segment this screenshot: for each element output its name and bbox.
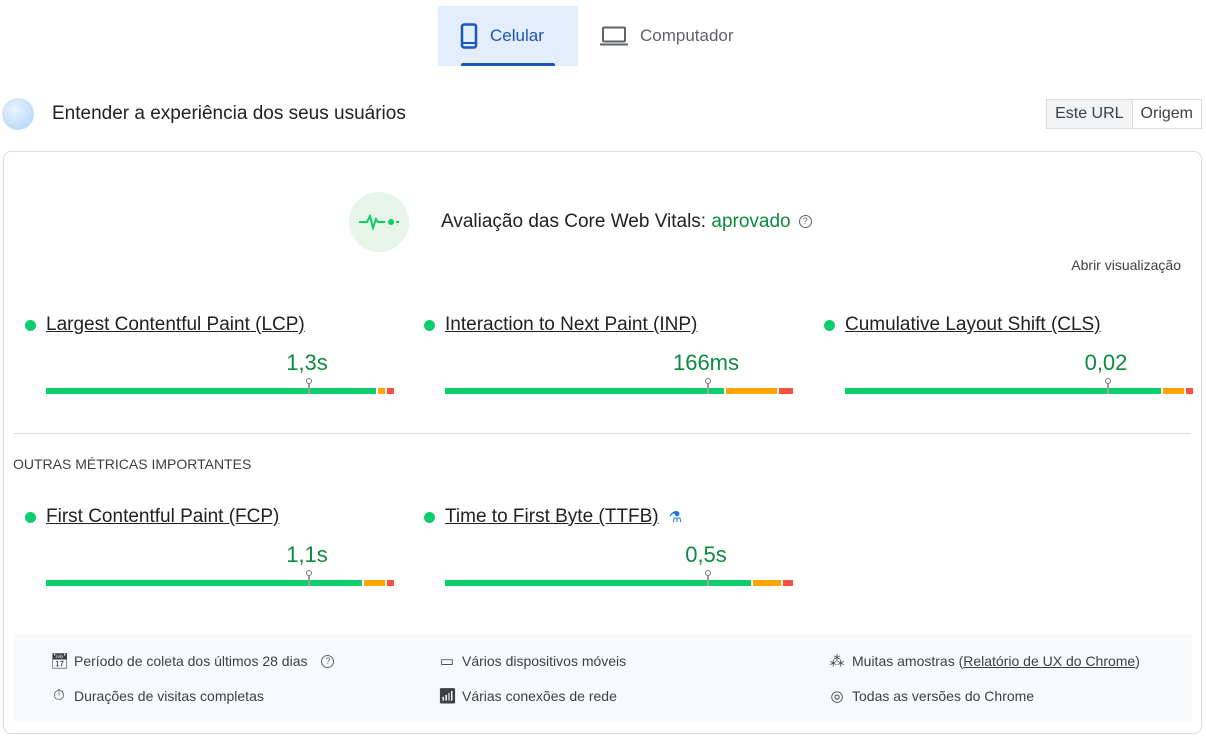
bar-segment xyxy=(46,580,363,586)
distribution-bar xyxy=(445,580,793,586)
scope-toggle: Este URL Origem xyxy=(1046,99,1202,129)
pulse-icon xyxy=(349,192,409,252)
metric-0: Largest Contentful Paint (LCP) 1,3s xyxy=(25,314,395,394)
crux-report-link[interactable]: Relatório de UX do Chrome xyxy=(963,653,1136,669)
phone-icon xyxy=(460,23,478,49)
info-period: 📅︎ Período de coleta dos últimos 28 dias? xyxy=(50,652,335,670)
bar-segment xyxy=(779,388,793,394)
device-tabs: Celular Computador xyxy=(438,6,756,66)
info-text: Período de coleta dos últimos 28 dias xyxy=(74,653,308,669)
data-info-panel: 📅︎ Período de coleta dos últimos 28 dias?… xyxy=(14,634,1192,722)
metric-2: Cumulative Layout Shift (CLS) 0,02 xyxy=(824,314,1194,394)
bar-segment xyxy=(782,580,793,586)
calendar-icon: 📅︎ xyxy=(50,653,70,670)
info-samples: ⁂ Muitas amostras (Relatório de UX do Chr… xyxy=(828,652,1140,670)
bar-segment xyxy=(753,580,781,586)
good-status-dot xyxy=(824,319,835,331)
origin-button[interactable]: Origem xyxy=(1140,105,1193,122)
bar-segment xyxy=(725,388,778,394)
bar-segment xyxy=(1163,388,1185,394)
help-icon[interactable]: ? xyxy=(321,654,335,668)
info-durations: ⏱︎ Durações de visitas completas xyxy=(50,687,264,704)
bar-segment xyxy=(378,388,386,394)
tab-mobile[interactable]: Celular xyxy=(438,6,578,66)
p75-marker xyxy=(306,378,312,396)
samples-icon: ⁂ xyxy=(829,653,845,670)
metric-1: Time to First Byte (TTFB) ⚗ 0,5s xyxy=(424,506,794,586)
assessment-label: Avaliação das Core Web Vitals: xyxy=(441,211,707,232)
metric-name-link[interactable]: Interaction to Next Paint (INP) xyxy=(445,314,698,335)
info-devices: ▭ Vários dispositivos móveis xyxy=(438,652,626,670)
help-icon[interactable]: ? xyxy=(798,215,812,229)
good-status-dot xyxy=(424,319,435,331)
p75-marker xyxy=(705,570,711,588)
info-text: Várias conexões de rede xyxy=(462,688,617,704)
distribution-bar xyxy=(445,388,793,394)
bar-segment xyxy=(845,388,1162,394)
distribution-bar xyxy=(46,388,394,394)
laptop-icon xyxy=(600,26,628,46)
stopwatch-icon: ⏱︎ xyxy=(53,687,65,704)
bar-segment xyxy=(387,580,394,586)
info-network: 📶︎ Várias conexões de rede xyxy=(438,687,617,705)
metric-value: 166ms xyxy=(672,350,740,375)
chrome-icon: ◎ xyxy=(830,688,844,705)
cwv-assessment: Avaliação das Core Web Vitals: aprovado? xyxy=(349,192,812,252)
field-data-card: Avaliação das Core Web Vitals: aprovado?… xyxy=(3,151,1202,734)
metric-name-link[interactable]: Time to First Byte (TTFB) xyxy=(445,506,659,527)
open-view-link[interactable]: Abrir visualização xyxy=(1071,257,1181,273)
p75-marker xyxy=(306,570,312,588)
bar-segment xyxy=(364,580,386,586)
flask-icon: ⚗ xyxy=(668,509,683,526)
info-text: Muitas amostras ( xyxy=(852,653,964,669)
section-title: Entender a experiência dos seus usuários xyxy=(52,103,406,124)
tab-label: Celular xyxy=(490,26,544,45)
network-icon: 📶︎ xyxy=(438,688,458,705)
good-status-dot xyxy=(424,511,435,523)
p75-marker xyxy=(1105,378,1111,396)
section-header: Entender a experiência dos seus usuários xyxy=(2,98,406,130)
metric-name-link[interactable]: Largest Contentful Paint (LCP) xyxy=(46,314,305,335)
divider xyxy=(14,433,1191,434)
distribution-bar xyxy=(845,388,1193,394)
tab-label: Computador xyxy=(640,26,734,45)
metric-value: 1,3s xyxy=(286,350,328,375)
info-text: ) xyxy=(1135,653,1140,669)
assessment-status: aprovado xyxy=(711,211,791,232)
info-text: Todas as versões do Chrome xyxy=(852,688,1035,704)
crux-logo-icon xyxy=(2,98,34,130)
metric-name-link[interactable]: First Contentful Paint (FCP) xyxy=(46,506,280,527)
bar-segment xyxy=(46,388,377,394)
bar-segment xyxy=(387,388,394,394)
this-url-button[interactable]: Este URL xyxy=(1047,100,1133,128)
bar-segment xyxy=(1186,388,1193,394)
info-text: Durações de visitas completas xyxy=(74,687,264,704)
tab-desktop[interactable]: Computador xyxy=(578,6,756,66)
bar-segment xyxy=(445,388,724,394)
info-chrome: ◎ Todas as versões do Chrome xyxy=(828,687,1034,705)
good-status-dot xyxy=(25,511,36,523)
metric-name-link[interactable]: Cumulative Layout Shift (CLS) xyxy=(845,314,1101,335)
metric-value: 1,1s xyxy=(286,542,328,567)
other-metrics-title: OUTRAS MÉTRICAS IMPORTANTES xyxy=(13,456,252,472)
metric-0: First Contentful Paint (FCP) 1,1s xyxy=(25,506,395,586)
distribution-bar xyxy=(46,580,394,586)
devices-icon: ▭ xyxy=(439,653,455,670)
p75-marker xyxy=(705,378,711,396)
metric-value: 0,02 xyxy=(1084,350,1128,375)
metric-value: 0,5s xyxy=(685,542,727,567)
bar-segment xyxy=(445,580,752,586)
info-text: Vários dispositivos móveis xyxy=(462,653,627,669)
metric-1: Interaction to Next Paint (INP) 166ms xyxy=(424,314,794,394)
good-status-dot xyxy=(25,319,36,331)
